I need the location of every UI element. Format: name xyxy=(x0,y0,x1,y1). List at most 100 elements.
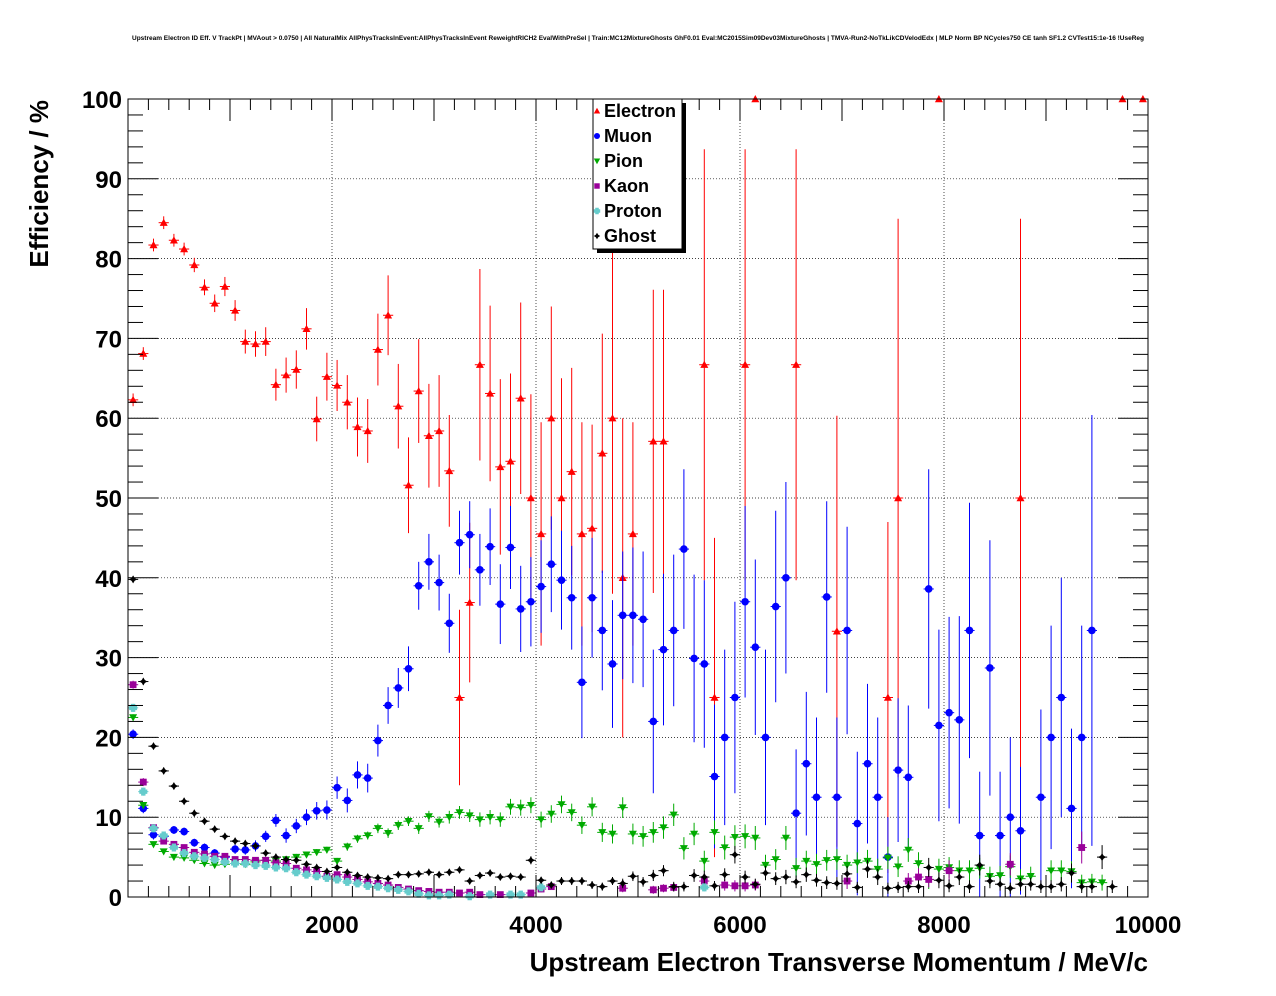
data-point xyxy=(506,457,515,465)
data-point xyxy=(822,857,831,865)
legend-box xyxy=(592,98,683,250)
data-point xyxy=(924,863,933,872)
data-point xyxy=(496,891,504,899)
data-point xyxy=(333,783,341,792)
data-point xyxy=(384,829,393,838)
data-point xyxy=(303,866,310,874)
data-point xyxy=(547,560,556,569)
data-point xyxy=(333,857,342,866)
data-point xyxy=(180,797,189,806)
data-point xyxy=(200,283,209,291)
data-point xyxy=(374,736,382,745)
data-point xyxy=(741,882,749,890)
data-point xyxy=(496,816,505,824)
data-point xyxy=(465,530,474,539)
x-tick-label: 2000 xyxy=(305,912,358,939)
data-point xyxy=(975,831,984,840)
data-point xyxy=(955,873,964,882)
data-point xyxy=(343,868,352,877)
data-point xyxy=(557,576,566,584)
data-point xyxy=(312,863,321,872)
data-point xyxy=(210,299,219,307)
data-point xyxy=(1006,884,1015,893)
data-point xyxy=(149,830,158,839)
data-point xyxy=(792,809,800,818)
data-point xyxy=(649,829,658,837)
data-point xyxy=(659,437,668,445)
data-point xyxy=(629,611,637,620)
data-point xyxy=(832,856,841,864)
data-point xyxy=(1108,882,1117,891)
data-point xyxy=(853,883,862,892)
data-point xyxy=(200,853,209,862)
series-layer xyxy=(128,95,1148,901)
data-point xyxy=(486,814,495,822)
data-point xyxy=(843,869,852,878)
data-point xyxy=(832,627,841,635)
series-ghost xyxy=(128,575,1118,894)
data-point xyxy=(343,398,352,406)
data-point xyxy=(761,861,770,870)
data-point xyxy=(262,856,270,864)
data-point xyxy=(700,360,709,368)
data-point xyxy=(333,381,342,389)
data-point xyxy=(1016,494,1025,502)
data-point xyxy=(445,619,454,628)
data-point xyxy=(660,884,667,892)
data-point xyxy=(465,877,474,886)
data-point xyxy=(731,693,739,702)
data-point xyxy=(628,872,637,881)
data-point xyxy=(333,875,342,884)
data-point xyxy=(333,863,342,872)
data-point xyxy=(588,803,597,811)
data-point xyxy=(139,349,148,357)
data-point xyxy=(424,813,433,821)
chart-title: Upstream Electron ID Eff. V TrackPt | MV… xyxy=(132,35,1144,42)
data-point xyxy=(649,871,658,880)
data-point xyxy=(894,494,903,502)
data-point xyxy=(241,337,250,345)
legend-marker-electron xyxy=(593,107,601,114)
data-point xyxy=(353,422,362,431)
data-point xyxy=(700,857,709,866)
data-point xyxy=(394,684,403,692)
data-point xyxy=(863,865,872,874)
data-point xyxy=(822,878,831,887)
data-point xyxy=(1047,733,1055,742)
data-point xyxy=(149,241,158,249)
data-point xyxy=(445,814,454,822)
data-point xyxy=(639,615,647,624)
x-tick-label: 10000 xyxy=(1115,912,1182,939)
data-point xyxy=(1077,882,1086,891)
data-point xyxy=(975,861,984,870)
data-point xyxy=(363,774,372,782)
data-point xyxy=(1067,869,1076,878)
data-point xyxy=(384,874,393,883)
data-point xyxy=(598,626,607,635)
data-point xyxy=(455,865,464,874)
data-point xyxy=(832,879,841,888)
x-tick-label: 4000 xyxy=(509,912,562,939)
data-point xyxy=(904,846,913,854)
data-point xyxy=(210,825,219,834)
data-point xyxy=(894,883,903,892)
legend-label-muon: Muon xyxy=(604,126,652,146)
data-point xyxy=(1036,882,1045,891)
data-point xyxy=(424,868,433,877)
data-point xyxy=(608,414,617,422)
data-point xyxy=(700,883,709,892)
data-point xyxy=(985,877,994,886)
y-tick-label: 40 xyxy=(95,566,122,593)
data-point xyxy=(220,832,229,841)
legend-label-electron: Electron xyxy=(604,101,676,121)
data-point xyxy=(619,884,627,892)
data-point xyxy=(363,881,372,890)
data-point xyxy=(343,877,352,886)
data-point xyxy=(883,884,892,893)
data-point xyxy=(435,426,444,435)
data-point xyxy=(537,816,546,824)
data-point xyxy=(353,835,362,843)
data-point xyxy=(363,873,372,882)
data-point xyxy=(628,830,637,838)
